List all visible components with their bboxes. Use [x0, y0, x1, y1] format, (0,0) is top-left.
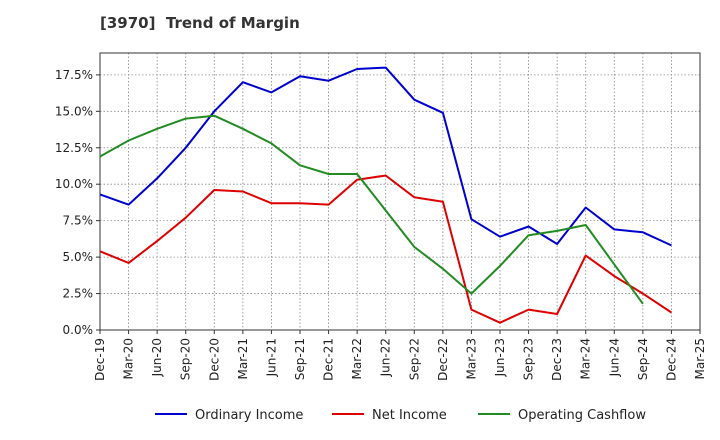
grid	[99, 53, 701, 331]
series-line-operating-cashflow	[99, 114, 644, 305]
plot-area	[100, 53, 700, 330]
x-tick-label: Sep-23	[522, 338, 536, 380]
x-tick-label: Mar-21	[236, 338, 250, 379]
x-tick-label: Mar-20	[122, 338, 136, 379]
x-tick-label: Dec-22	[436, 338, 450, 381]
legend-label: Net Income	[372, 408, 447, 423]
x-tick-label: Jun-22	[379, 338, 393, 377]
x-tick-label: Sep-20	[179, 338, 193, 380]
chart-title: [3970] Trend of Margin	[100, 14, 300, 32]
legend-label: Operating Cashflow	[518, 408, 646, 423]
x-tick-label: Sep-22	[407, 338, 421, 380]
x-tick-label: Dec-19	[93, 338, 107, 381]
x-tick-label: Mar-23	[464, 338, 478, 379]
x-tick-label: Sep-24	[636, 338, 650, 380]
series-lines	[99, 66, 672, 324]
series-line-net-income	[99, 174, 672, 324]
x-tick-label: Jun-21	[264, 338, 278, 377]
x-tick-label: Jun-24	[607, 338, 621, 377]
y-tick-label: 0.0%	[63, 323, 94, 337]
y-tick-label: 10.0%	[55, 177, 93, 191]
series-line-ordinary-income	[99, 66, 672, 247]
y-tick-label: 7.5%	[63, 214, 94, 228]
y-tick-label: 2.5%	[63, 287, 94, 301]
y-tick-label: 12.5%	[55, 141, 93, 155]
x-tick-label: Dec-24	[664, 338, 678, 381]
y-tick-label: 15.0%	[55, 104, 93, 118]
y-tick-label: 17.5%	[55, 68, 93, 82]
x-tick-label: Jun-20	[150, 338, 164, 377]
x-tick-label: Sep-21	[293, 338, 307, 380]
x-tick-label: Dec-23	[550, 338, 564, 381]
plot-border	[99, 52, 701, 331]
x-tick-label: Mar-24	[579, 338, 593, 379]
x-tick-label: Mar-25	[693, 338, 707, 379]
x-tick-label: Dec-20	[207, 338, 221, 381]
legend-label: Ordinary Income	[195, 408, 303, 423]
x-tick-label: Dec-21	[322, 338, 336, 381]
y-tick-label: 5.0%	[63, 250, 94, 264]
x-tick-label: Jun-23	[493, 338, 507, 377]
legend: Ordinary Income Net Income Operating Cashf…	[155, 408, 646, 423]
x-tick-label: Mar-22	[350, 338, 364, 379]
axes: 0.0% 2.5% 5.0% 7.5% 10.0% 12.5% 15.0% 17.5% Dec-…	[55, 52, 707, 381]
